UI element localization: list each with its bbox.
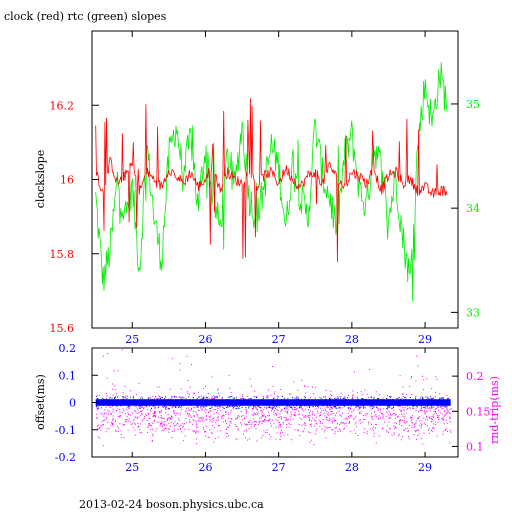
- bottom-y-right-tick-label-1: 0.15: [466, 405, 491, 418]
- bottom-axes: 25 26 27 28 29 -0.2 -0.1 0 0.1 0.2 0.1 0.15 0.2: [55, 342, 491, 474]
- footer-caption: 2013-02-24 boson.physics.ubc.ca: [79, 498, 264, 511]
- top-series-line-0: [95, 62, 448, 302]
- bottom-y-left-tick-label-0: -0.2: [55, 451, 76, 464]
- bottom-y-left-tick-label-1: -0.1: [55, 424, 76, 437]
- bottom-y-right-label: rnd-trip(ms): [488, 376, 501, 444]
- top-x-tick-label-1: 26: [198, 333, 212, 346]
- bottom-x-tick-label-3: 28: [345, 461, 359, 474]
- top-panel: 25 26 27 28 29 15.6 15.8 16 16.2 33 34 35 clockslop…: [34, 30, 480, 346]
- top-frame: [91, 30, 459, 329]
- bottom-y-left-tick-label-2: 0: [69, 397, 76, 410]
- top-y-left-tick-label-1: 15.8: [50, 248, 75, 261]
- chart-title: clock (red) rtc (green) slopes: [4, 10, 167, 23]
- bottom-x-tick-label-2: 27: [272, 461, 286, 474]
- bottom-x-tick-label-1: 26: [198, 461, 212, 474]
- top-y-left-tick-label-2: 16: [60, 174, 74, 187]
- top-plot-area: [95, 62, 448, 302]
- bottom-y-left-tick-label-3: 0.1: [59, 369, 77, 382]
- bottom-roundtrip-points: [96, 349, 452, 447]
- top-axes: 25 26 27 28 29 15.6 15.8 16 16.2 33 34 35: [50, 31, 480, 346]
- top-x-tick-label-4: 29: [418, 333, 432, 346]
- bottom-x-tick-label-0: 25: [125, 461, 139, 474]
- top-y-left-label: clockslope: [34, 150, 47, 208]
- bottom-plot-area: [95, 349, 452, 447]
- bottom-y-right-tick-label-2: 0.2: [466, 370, 484, 383]
- top-y-left-tick-label-3: 16.2: [50, 99, 75, 112]
- top-y-left-tick-label-0: 15.6: [50, 322, 75, 335]
- bottom-offset-band: [95, 399, 451, 406]
- top-x-tick-label-2: 27: [272, 333, 286, 346]
- bottom-y-left-tick-label-4: 0.2: [59, 342, 77, 355]
- top-series-line-1: [95, 98, 448, 263]
- top-x-tick-label-3: 28: [345, 333, 359, 346]
- bottom-y-right-tick-label-0: 0.1: [466, 440, 484, 453]
- top-y-right-tick-label-1: 34: [466, 202, 480, 215]
- bottom-panel: 25 26 27 28 29 -0.2 -0.1 0 0.1 0.2 0.1 0.15 0.2 offs…: [34, 342, 501, 474]
- bottom-x-tick-label-4: 29: [418, 461, 432, 474]
- top-y-right-tick-label-2: 35: [466, 98, 480, 111]
- bottom-offset-points: [95, 396, 450, 409]
- top-y-right-tick-label-0: 33: [466, 306, 480, 319]
- bottom-y-left-label: offset(ms): [34, 374, 47, 430]
- top-x-tick-label-0: 25: [125, 333, 139, 346]
